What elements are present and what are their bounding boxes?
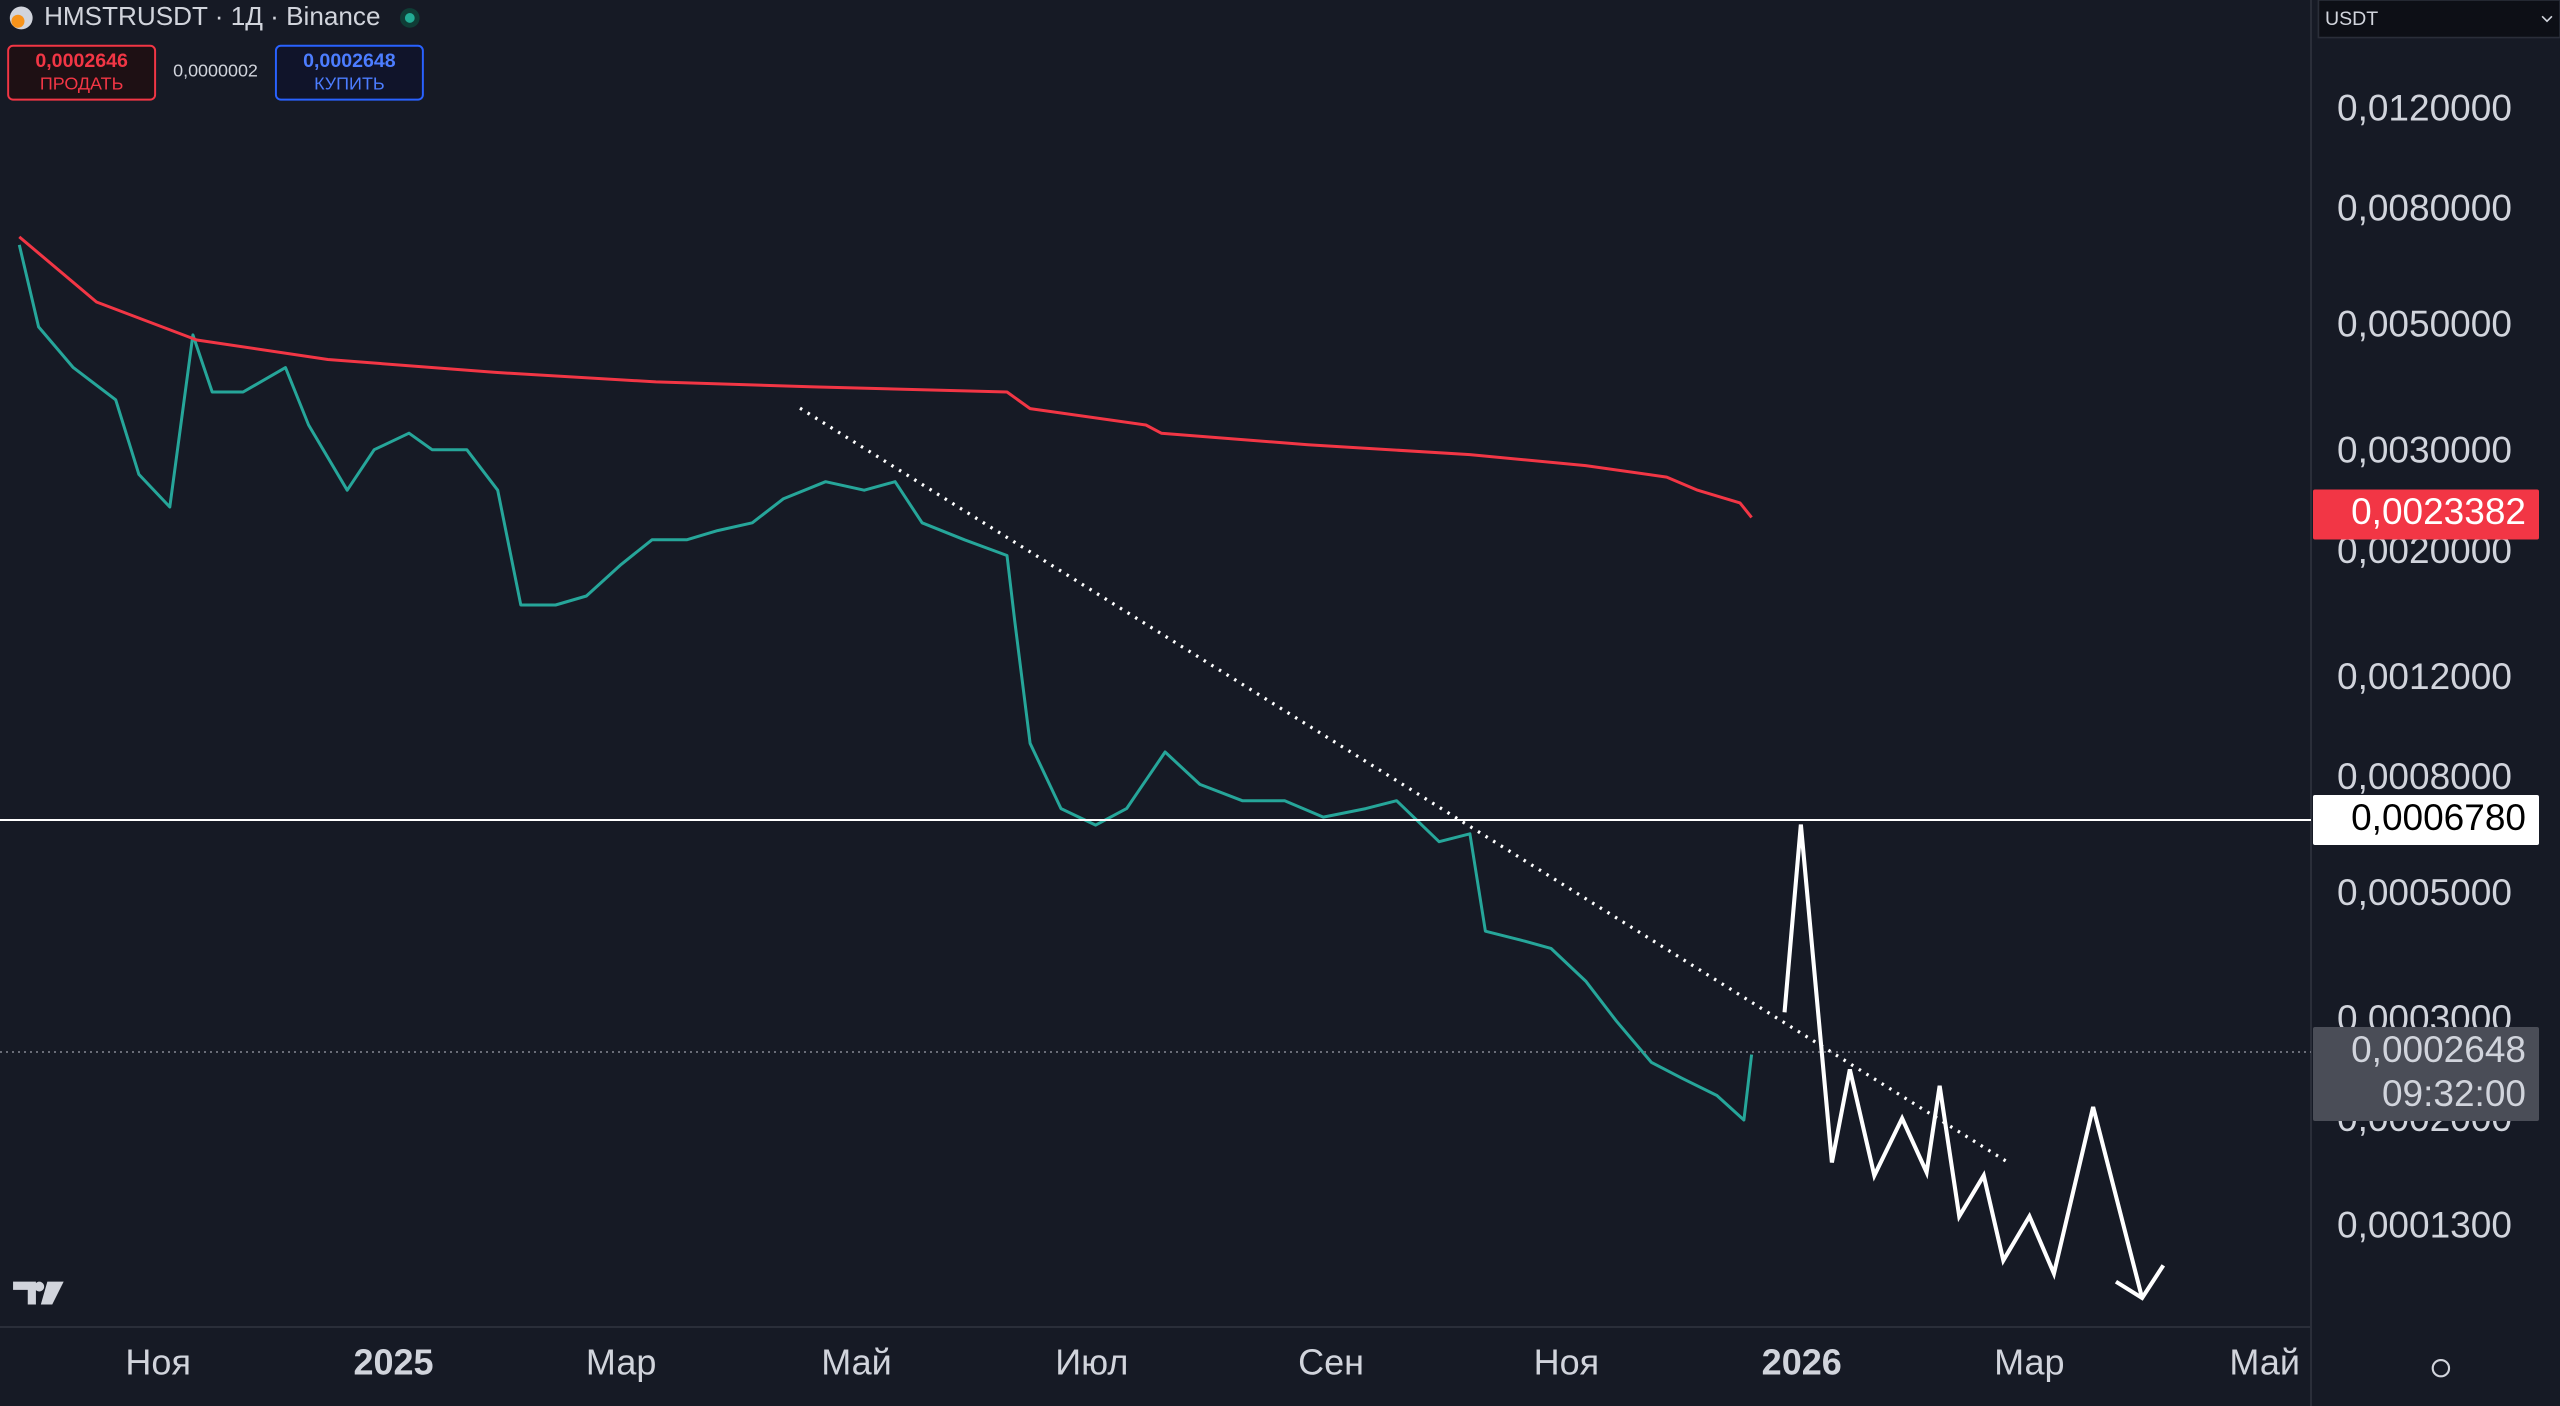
buy-price: 0,0002648 (303, 50, 396, 72)
trend-line (799, 406, 2010, 1164)
symbol-title: HMSTRUSDT · 1Д · Binance (44, 1, 380, 31)
y-tick-label: 0,0080000 (2337, 188, 2512, 229)
dropdown-caret (2541, 15, 2553, 23)
price-tag (2313, 489, 2539, 540)
y-tick-label: 0,0012000 (2337, 656, 2512, 697)
symbol-icon (11, 14, 25, 28)
plot: Ноя 2025 Мар Май Июл Сен Ноя 2026 Мар Май 0,012000… (0, 88, 2539, 1383)
x-tick-label: Ноя (125, 1342, 191, 1383)
y-tick-label: 0,0050000 (2337, 304, 2512, 345)
status-dot (404, 13, 415, 23)
x-tick-label: 2026 (1762, 1342, 1842, 1383)
y-tick-label: 0,0005000 (2337, 872, 2512, 913)
buy-label: КУПИТЬ (314, 74, 385, 94)
sell-label: ПРОДАТЬ (40, 74, 123, 94)
currency: USDT (2325, 8, 2378, 30)
drawings: HMSTRUSDT · 1Д · Binance 0,0002646 ПРОДА… (7, 0, 2560, 1378)
spread: 0,0000002 (173, 61, 258, 81)
price-tag (2313, 1027, 2539, 1122)
x-tick-label: Сен (1298, 1342, 1364, 1383)
sell-price: 0,0002646 (35, 50, 128, 72)
price-tag-label: 0,0006780 (2351, 797, 2526, 838)
x-tick-label: Мар (1994, 1342, 2064, 1383)
y-tick-label: 0,0030000 (2337, 430, 2512, 471)
sell-button[interactable] (7, 44, 157, 101)
countdown: 09:32:00 (2382, 1073, 2526, 1114)
y-tick-label: 0,0008000 (2337, 756, 2512, 797)
y-tick-label: 0,0001300 (2337, 1204, 2512, 1245)
x-tick-label: 2025 (353, 1342, 433, 1383)
forecast-arrow (2114, 1264, 2166, 1301)
price-tag-label: 0,0002648 (2351, 1029, 2526, 1070)
y-tick-label: 0,0120000 (2337, 88, 2512, 129)
settings-icon[interactable] (2431, 1358, 2451, 1378)
x-tick-label: Ноя (1534, 1342, 1600, 1383)
logo (13, 1281, 64, 1305)
x-tick-label: Май (821, 1342, 892, 1383)
price-line (18, 235, 1753, 519)
price-tag-label: 0,0023382 (2351, 491, 2526, 532)
forecast-drawing (1782, 824, 2145, 1299)
buy-button[interactable] (274, 44, 424, 101)
currency-select[interactable] (2317, 0, 2560, 39)
price-line (17, 244, 1754, 1122)
x-tick-label: Май (2229, 1342, 2300, 1383)
x-tick-label: Июл (1055, 1342, 1128, 1383)
price-tag (2313, 794, 2539, 845)
x-tick-label: Мар (586, 1342, 656, 1383)
